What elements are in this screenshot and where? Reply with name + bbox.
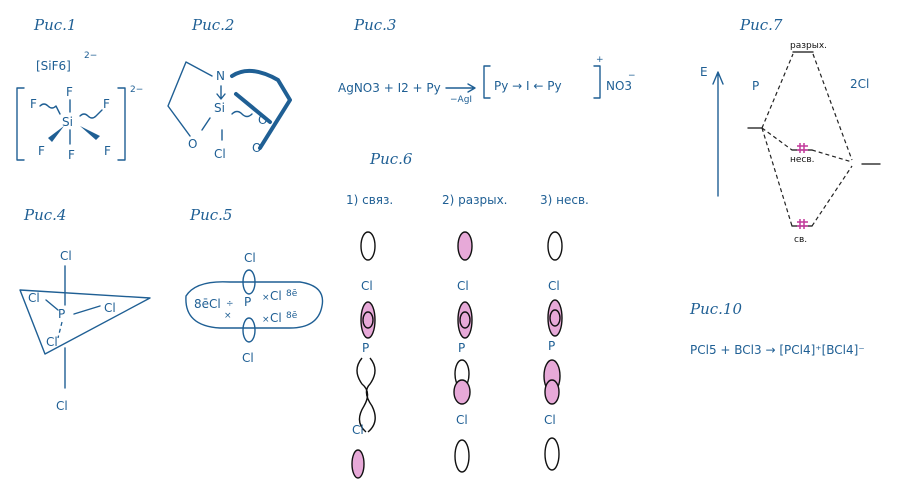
fig3-arrow bbox=[445, 83, 476, 93]
fig2-n: N bbox=[216, 69, 225, 83]
figure-7: Рис.7 E P 2Cl разрых. несв. св. bbox=[700, 16, 881, 245]
figure-6: Рис.6 1) связ. 2) разрых. 3) несв. Cl P … bbox=[346, 150, 589, 479]
fig6-caption: Рис.6 bbox=[369, 150, 413, 168]
fig7-level-mid: несв. bbox=[790, 155, 815, 165]
svg-text:×: × bbox=[262, 315, 270, 325]
fig1-caption: Рис.1 bbox=[33, 16, 76, 34]
fig4-cl-right: Cl bbox=[104, 301, 116, 315]
figure-10: Рис.10 PCl5 + BCl3 → [PCl4]⁺[BCl4]⁻ bbox=[689, 300, 865, 357]
fig6-col2: 2) разрых. bbox=[442, 193, 508, 207]
fig7-level-top: разрых. bbox=[790, 41, 827, 51]
fig1-f-bc: F bbox=[68, 148, 75, 162]
fig1-f-left: F bbox=[30, 97, 37, 111]
svg-text:×: × bbox=[262, 293, 270, 303]
fig7-correlation-lines bbox=[761, 53, 853, 227]
fig7-left-label: P bbox=[752, 79, 759, 93]
svg-text:Cl: Cl bbox=[548, 279, 560, 293]
fig5-cl-bottom: Cl bbox=[242, 351, 254, 365]
svg-text:Cl: Cl bbox=[361, 279, 373, 293]
svg-text:÷: ÷ bbox=[226, 299, 234, 309]
fig4-cl-left: Cl bbox=[28, 291, 40, 305]
fig7-level-bottom: св. bbox=[794, 235, 807, 245]
fig1-f-top: F bbox=[66, 85, 73, 99]
fig2-cl: Cl bbox=[214, 147, 226, 161]
fig6-col3: 3) несв. bbox=[540, 193, 589, 207]
fig3-arrow-sub: −AgI bbox=[450, 95, 472, 105]
fig3-equation-left: AgNO3 + I2 + Py bbox=[338, 81, 441, 95]
fig1-bracket-charge: 2− bbox=[130, 85, 143, 95]
fig5-p: P bbox=[244, 295, 251, 309]
fig2-caption: Рис.2 bbox=[191, 16, 234, 34]
figure-5: Рис.5 Cl 8ēCl ÷ × P × × Cl 8ē Cl 8ē Cl bbox=[185, 206, 324, 365]
fig6-column-3: Cl P Cl bbox=[543, 231, 563, 471]
fig5-caption: Рис.5 bbox=[189, 206, 232, 224]
svg-text:Cl: Cl bbox=[457, 279, 469, 293]
fig2-o1: O bbox=[188, 137, 197, 151]
fig4-cl-mid: Cl bbox=[46, 335, 58, 349]
svg-text:Cl: Cl bbox=[352, 423, 364, 437]
svg-text:P: P bbox=[458, 341, 465, 355]
fig1-charge: 2− bbox=[84, 51, 97, 61]
fig4-plane bbox=[19, 289, 151, 355]
fig5-lobe-bottom bbox=[242, 317, 256, 343]
svg-text:×: × bbox=[224, 311, 232, 321]
fig5-right1: Cl bbox=[270, 289, 282, 303]
fig1-bracket-left bbox=[16, 87, 25, 161]
figure-3: Рис.3 AgNO3 + I2 + Py −AgI Py → I ← Py +… bbox=[338, 16, 636, 105]
fig1-f-br: F bbox=[104, 144, 111, 158]
fig7-caption: Рис.7 bbox=[739, 16, 783, 34]
fig5-right2-e: 8ē bbox=[286, 311, 298, 321]
fig10-equation: PCl5 + BCl3 → [PCl4]⁺[BCl4]⁻ bbox=[690, 343, 865, 357]
figure-1: Рис.1 [SiF6] 2− 2− F F F Si F F F bbox=[16, 16, 143, 162]
fig3-complex: Py → I ← Py bbox=[494, 79, 562, 93]
fig1-wedge-left bbox=[48, 126, 64, 142]
fig4-cl-bottom: Cl bbox=[56, 399, 68, 413]
fig1-formula: [SiF6] bbox=[36, 59, 71, 73]
fig2-si: Si bbox=[214, 101, 225, 115]
fig3-charge: + bbox=[596, 55, 604, 65]
fig5-cl-top: Cl bbox=[244, 251, 256, 265]
svg-text:P: P bbox=[362, 341, 369, 355]
fig7-right-label: 2Cl bbox=[850, 77, 869, 91]
fig6-column-1: Cl P Cl bbox=[351, 231, 376, 479]
fig1-wedge-right bbox=[80, 126, 100, 140]
fig5-plane-ellipse bbox=[185, 281, 324, 329]
svg-text:P: P bbox=[548, 339, 555, 353]
fig1-bracket-right bbox=[117, 87, 126, 161]
fig6-col1: 1) связ. bbox=[346, 193, 393, 207]
fig5-left: 8ēCl bbox=[194, 297, 221, 311]
fig4-caption: Рис.4 bbox=[23, 206, 66, 224]
fig2-o3: O bbox=[252, 141, 261, 155]
figure-2: Рис.2 N Si O O O Cl bbox=[167, 16, 292, 161]
fig3-anion-charge: − bbox=[628, 71, 636, 81]
svg-text:Cl: Cl bbox=[456, 413, 468, 427]
fig1-si: Si bbox=[62, 115, 73, 129]
fig10-caption: Рис.10 bbox=[689, 300, 742, 318]
fig7-axis-label: E bbox=[700, 65, 708, 79]
svg-text:Cl: Cl bbox=[544, 413, 556, 427]
figure-4: Рис.4 Cl Cl Cl P Cl Cl bbox=[19, 206, 151, 413]
fig4-cl-top: Cl bbox=[60, 249, 72, 263]
fig3-caption: Рис.3 bbox=[353, 16, 396, 34]
fig3-anion: NO3 bbox=[606, 79, 632, 93]
fig1-f-bl: F bbox=[38, 144, 45, 158]
fig4-p: P bbox=[58, 307, 65, 321]
fig6-column-2: Cl P Cl bbox=[453, 231, 473, 473]
fig5-right1-e: 8ē bbox=[286, 289, 298, 299]
fig1-f-right: F bbox=[103, 97, 110, 111]
fig7-energy-axis bbox=[712, 71, 724, 197]
fig5-right2: Cl bbox=[270, 311, 282, 325]
fig2-o2: O bbox=[258, 113, 267, 127]
